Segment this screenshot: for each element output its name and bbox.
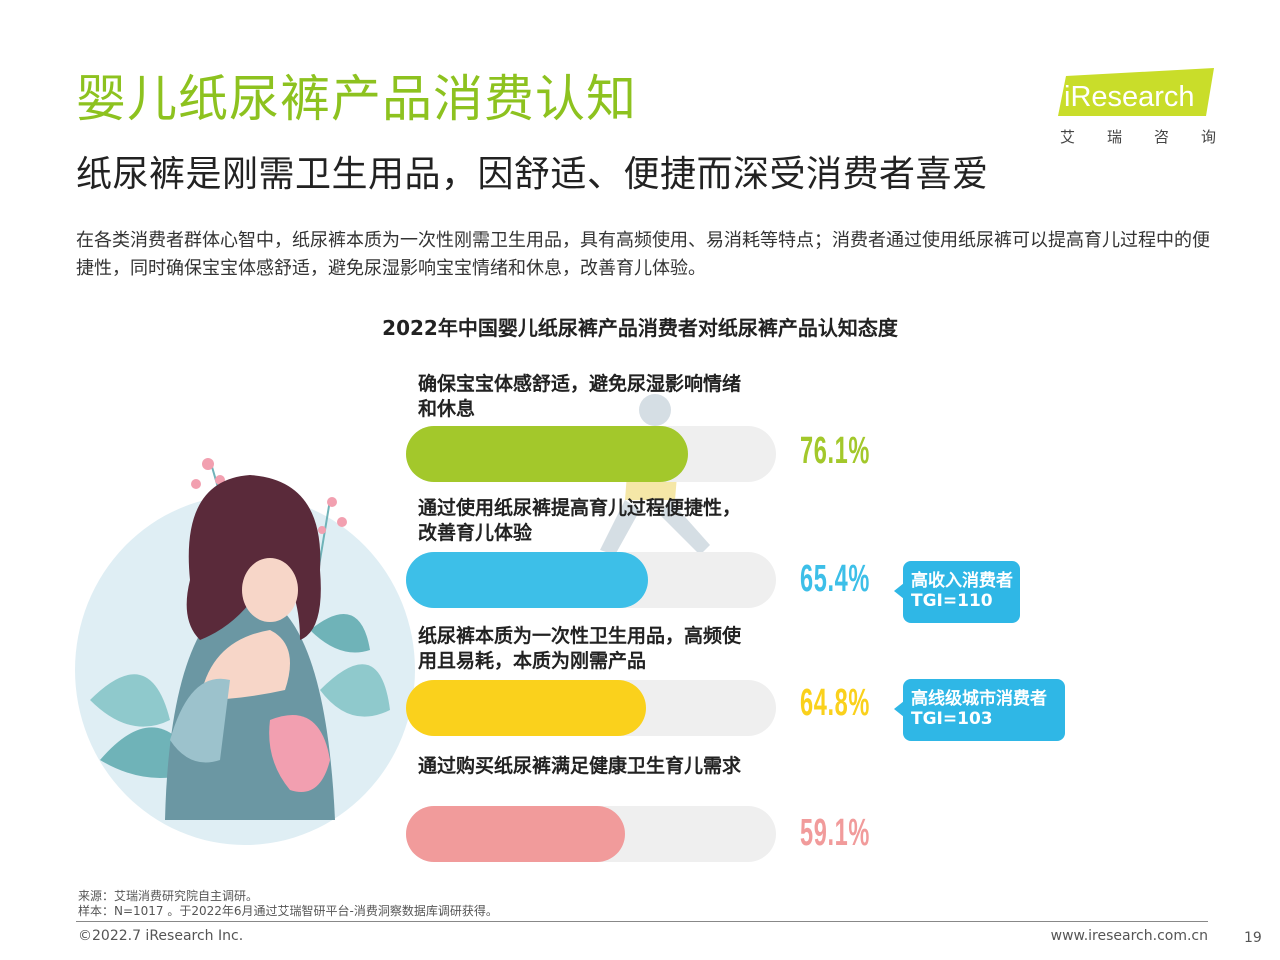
sample-note: 样本：N=1017 。于2022年6月通过艾瑞智研平台-消费洞察数据库调研获得。 [78,904,498,918]
tgi-tag-high-income: 高收入消费者 TGI=110 [894,561,1020,623]
page-number: 19 [1244,930,1262,946]
bar-label-necessity: 纸尿裤本质为一次性卫生用品，高频使用且易耗，本质为刚需产品 [418,625,742,672]
bar-value-necessity: 64.8% [800,682,870,724]
tgi-tag-high-tier-city: 高线级城市消费者 TGI=103 [894,679,1065,741]
bar-value-convenience: 65.4% [800,558,870,600]
page-description: 在各类消费者群体心智中，纸尿裤本质为一次性刚需卫生用品，具有高频使用、易消耗等特… [76,230,1210,279]
logo-char: 艾 [1060,128,1076,146]
bar-health [406,806,625,862]
bar-value-comfort: 76.1% [800,430,870,472]
tgi-tag-label: 高收入消费者 [911,571,1013,591]
page-title: 婴儿纸尿裤产品消费认知 [76,70,637,128]
footer-divider [76,921,1208,922]
page-subtitle: 纸尿裤是刚需卫生用品，因舒适、便捷而深受消费者喜爱 [76,154,989,195]
iresearch-logo: iResearch [1058,68,1214,116]
tgi-tag-value: TGI=103 [911,709,993,729]
bar-necessity [406,680,646,736]
chart-title: 2022年中国婴儿纸尿裤产品消费者对纸尿裤产品认知态度 [382,316,898,340]
logo-char: 询 [1200,128,1216,146]
logo-char: 咨 [1153,128,1169,146]
bar-label-health: 通过购买纸尿裤满足健康卫生育儿需求 [418,755,742,777]
logo-chinese-name: 艾 瑞 咨 询 [1060,126,1216,147]
website-link[interactable]: www.iresearch.com.cn [1050,928,1208,944]
svg-text:iResearch: iResearch [1064,81,1195,113]
bar-track-convenience [406,552,776,608]
tgi-tag-label: 高线级城市消费者 [911,689,1047,709]
source-note: 来源：艾瑞消费研究院自主调研。 [78,889,259,903]
bar-label-convenience: 通过使用纸尿裤提高育儿过程便捷性，改善育儿体验 [418,497,742,544]
bar-track-necessity [406,680,776,736]
bar-comfort [406,426,688,482]
mother-hugging-baby-illustration [75,458,415,845]
logo-char: 瑞 [1106,128,1122,146]
bar-label-comfort: 确保宝宝体感舒适，避免尿湿影响情绪和休息 [418,373,742,420]
bar-track-health [406,806,776,862]
bar-value-health: 59.1% [800,812,870,854]
tgi-tag-value: TGI=110 [911,591,993,611]
copyright: ©2022.7 iResearch Inc. [78,928,244,944]
bar-track-comfort [406,426,776,482]
bar-convenience [406,552,648,608]
